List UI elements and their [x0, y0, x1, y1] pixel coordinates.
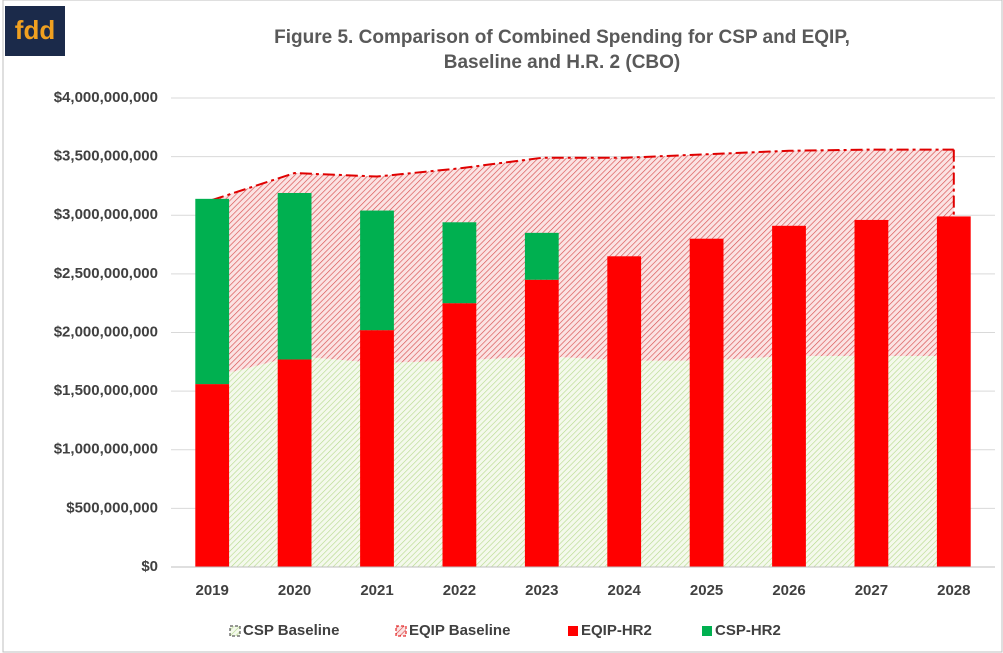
x-tick-label: 2024 [608, 582, 642, 599]
x-tick-label: 2023 [525, 582, 558, 599]
bar [195, 198, 230, 385]
plot: $0 $500,000,000 $1,000,000,000 $1,500,000,0… [54, 89, 995, 639]
bar [442, 222, 477, 304]
bar [442, 303, 477, 567]
x-tick-label: 2025 [690, 582, 723, 599]
y-tick-label: $1,500,000,000 [54, 382, 158, 399]
x-tick-label: 2021 [360, 582, 393, 599]
legend-label: CSP Baseline [243, 622, 339, 639]
bar [524, 279, 559, 567]
legend-swatch [568, 626, 578, 636]
y-tick-label: $3,000,000,000 [54, 206, 158, 223]
y-tick-label: $2,500,000,000 [54, 265, 158, 282]
x-tick-label: 2020 [278, 582, 311, 599]
y-tick-label: $1,000,000,000 [54, 441, 158, 458]
legend-swatch [702, 626, 712, 636]
x-tick-label: 2028 [937, 582, 970, 599]
bar [772, 225, 806, 568]
x-tick-label: 2019 [196, 582, 229, 599]
bar [936, 216, 971, 568]
bar [277, 359, 312, 567]
legend-label: EQIP-HR2 [581, 622, 652, 639]
logo: fdd [15, 15, 55, 45]
x-tick-label: 2022 [443, 582, 476, 599]
y-tick-label: $3,500,000,000 [54, 148, 158, 165]
chart-title: Figure 5. Comparison of Combined Spendin… [274, 27, 850, 48]
y-tick-label: $0 [141, 558, 158, 575]
bar [195, 384, 230, 567]
y-tick-label: $4,000,000,000 [54, 89, 158, 106]
area-fill [212, 355, 954, 567]
y-tick-label: $500,000,000 [66, 499, 158, 516]
bar [277, 192, 312, 360]
bar [854, 219, 889, 567]
y-tick-label: $2,000,000,000 [54, 323, 158, 340]
area-line [211, 148, 954, 201]
bar [360, 210, 394, 331]
bar [607, 256, 642, 567]
legend-swatch [229, 625, 241, 637]
bar [524, 232, 559, 280]
area-fill [212, 149, 954, 378]
chart-title: Baseline and H.R. 2 (CBO) [444, 52, 681, 73]
x-tick-label: 2026 [772, 582, 805, 599]
legend-label: EQIP Baseline [409, 622, 510, 639]
bar [689, 238, 724, 567]
bar [360, 330, 394, 567]
logo-box [5, 6, 65, 56]
x-tick-label: 2027 [855, 582, 888, 599]
legend-swatch [395, 625, 407, 637]
legend-label: CSP-HR2 [715, 622, 781, 639]
